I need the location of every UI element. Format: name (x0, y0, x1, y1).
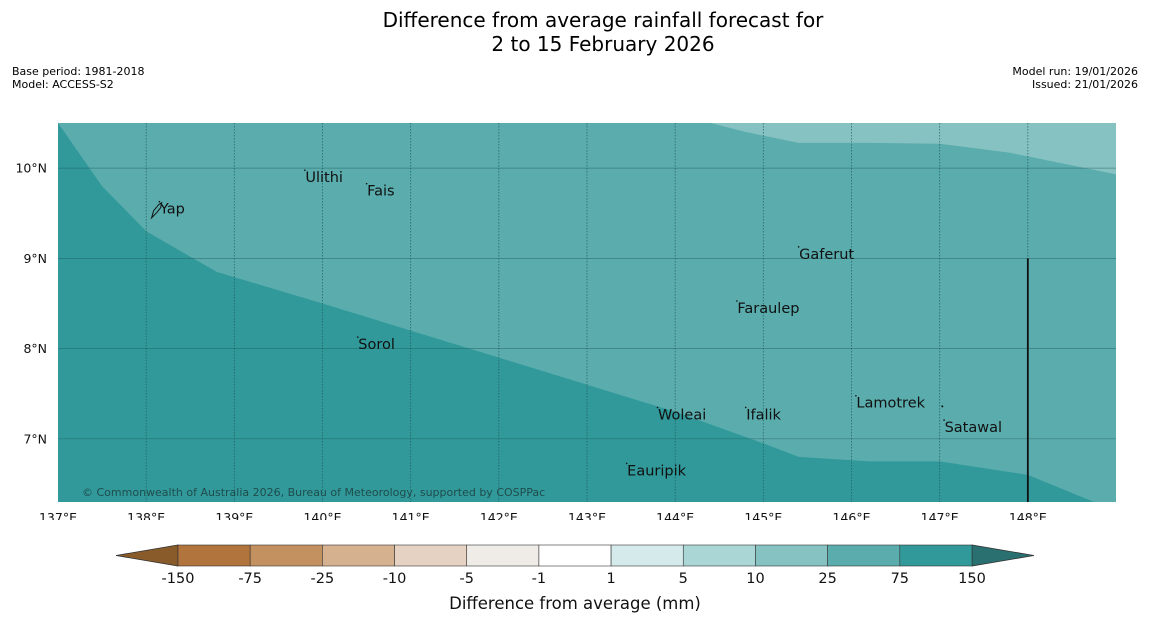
base-period-text: Base period: 1981-2018 (12, 65, 145, 78)
lon-tick-label: 141°E (392, 510, 430, 520)
colorbar-bin (322, 544, 395, 567)
colorbar-bin (682, 544, 756, 567)
colorbar-under-extension (115, 544, 179, 567)
colorbar-tick-label: 1 (606, 571, 615, 587)
lat-tick-label: 10°N (15, 161, 47, 176)
forecast-meta-left: Base period: 1981-2018 Model: ACCESS-S2 (12, 65, 144, 91)
chart-title: Difference from average rainfall forecas… (0, 8, 1150, 56)
colorbar-tick-label: 25 (818, 571, 836, 587)
lon-tick-label: 147°E (921, 510, 959, 520)
place-marker (855, 394, 857, 397)
colorbar-label: Difference from average (mm) (449, 594, 701, 613)
forecast-meta-right: Model run: 19/01/2026 Issued: 21/01/2026 (1012, 65, 1138, 91)
place-marker (625, 462, 628, 465)
place-label: Ulithi (305, 170, 343, 186)
model-run-text: Model run: 19/01/2026 (1012, 65, 1138, 78)
lon-tick-label: 137°E (39, 510, 77, 520)
lat-tick-label: 7°N (23, 431, 47, 446)
place-label: Sorol (358, 337, 395, 353)
lat-tick-label: 9°N (23, 251, 47, 266)
lon-tick-label: 140°E (303, 510, 341, 520)
place-marker (656, 406, 659, 409)
lon-tick-label: 139°E (215, 510, 253, 520)
lon-tick-label: 146°E (832, 510, 870, 520)
lon-tick-label: 138°E (127, 510, 165, 520)
place-marker (744, 406, 747, 409)
place-label: Satawal (945, 420, 1002, 436)
place-label: Eauripik (627, 463, 686, 479)
place-label: Ifalik (746, 407, 781, 423)
colorbar-tick-label: -5 (459, 571, 473, 587)
colorbar-tick-label: -25 (311, 571, 335, 587)
colorbar-tick-label: 75 (891, 571, 909, 587)
place-marker (304, 169, 306, 171)
place-label: Fais (367, 184, 394, 200)
yap-island-outline (150, 201, 163, 220)
colorbar-tick-label: -10 (383, 571, 407, 587)
rainfall-map: Ulithi Fais Yap Gaferut Faraulep Sorol Lamotre… (15, 123, 1116, 520)
place-marker (365, 182, 368, 185)
colorbar-over-extension (971, 544, 1035, 567)
colorbar-bin (899, 544, 973, 567)
place-marker (943, 419, 945, 421)
issued-text: Issued: 21/01/2026 (1031, 78, 1138, 91)
colorbar-tick-label: -150 (162, 571, 195, 587)
colorbar-tick-label: -75 (238, 571, 262, 587)
lon-tick-label: 144°E (656, 510, 694, 520)
colorbar-bin (394, 544, 468, 567)
lon-tick-label: 145°E (744, 510, 782, 520)
place-label: Faraulep (737, 301, 799, 317)
colorbar-bin (755, 544, 828, 567)
lon-tick-label: 142°E (480, 510, 518, 520)
zone-75-to-150 (58, 123, 1094, 502)
place-marker (158, 200, 161, 203)
colorbar-bin (827, 544, 901, 567)
place-marker (736, 300, 738, 302)
lon-tick-label: 148°E (1009, 510, 1047, 520)
lon-tick-label: 143°E (568, 510, 606, 520)
place-label: Woleai (658, 407, 706, 423)
title-line-1: Difference from average rainfall forecas… (382, 8, 824, 32)
place-label: Lamotrek (856, 396, 925, 412)
place-marker (356, 336, 359, 338)
place-label: Gaferut (799, 247, 854, 263)
colorbar-bin (177, 544, 251, 567)
colorbar-tick-label: -1 (532, 571, 546, 587)
colorbar-bin (249, 544, 323, 567)
title-line-2: 2 to 15 February 2026 (491, 32, 715, 56)
place-marker (797, 246, 800, 248)
colorbar-bin (466, 544, 540, 567)
colorbar-tick-label: 5 (679, 571, 688, 587)
colorbar-bin (610, 544, 684, 567)
lat-tick-label: 8°N (23, 341, 47, 356)
islet-marker (941, 405, 944, 408)
model-text: Model: ACCESS-S2 (12, 78, 114, 91)
colorbar-bin (538, 544, 612, 567)
place-label: Yap (159, 202, 185, 218)
colorbar-tick-label: 150 (958, 571, 986, 587)
copyright-text: © Commonwealth of Australia 2026, Bureau… (82, 486, 545, 499)
colorbar-tick-label: 10 (746, 571, 764, 587)
